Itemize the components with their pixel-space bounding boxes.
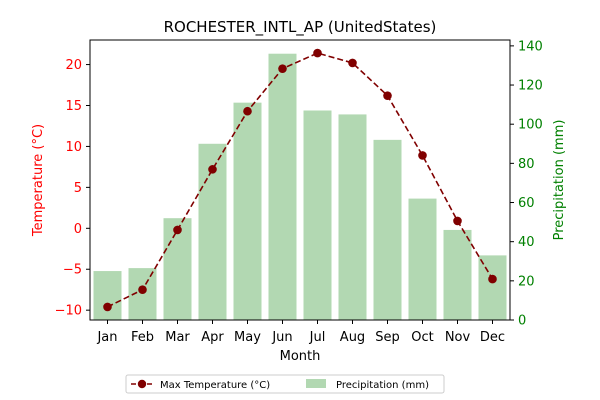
month-tick-label: Jun xyxy=(271,330,292,345)
precipitation-bar-jun xyxy=(268,53,297,320)
month-tick-label: Nov xyxy=(445,330,471,345)
temperature-tick-label: 15 xyxy=(65,99,82,114)
precipitation-bar-jul xyxy=(303,110,332,321)
month-tick-label: May xyxy=(234,330,261,345)
precipitation-tick-label: 80 xyxy=(518,157,535,172)
temperature-tick-label: 20 xyxy=(65,58,82,73)
precipitation-tick-label: 60 xyxy=(518,196,535,211)
plot-frame xyxy=(89,39,511,321)
temperature-point-jan xyxy=(103,302,112,312)
month-tick-label: Jul xyxy=(309,330,326,345)
month-tick-label: Sep xyxy=(375,330,400,345)
month-tick-label: Mar xyxy=(165,330,190,345)
precipitation-bars xyxy=(93,53,507,321)
month-axis: Jan Feb Mar Apr May Jun Jul Aug Sep Oct Nov Dec xyxy=(96,320,505,345)
temperature-tick-label: 10 xyxy=(65,140,82,155)
temperature-point-sep xyxy=(383,91,392,100)
temperature-tick-label: −5 xyxy=(63,263,82,278)
month-tick-label: Aug xyxy=(340,330,365,345)
temperature-tick-label: 5 xyxy=(74,181,82,196)
month-tick-label: Apr xyxy=(201,330,224,345)
temperature-axis-label: Temperature (°C) xyxy=(31,124,46,237)
precipitation-tick-label: 120 xyxy=(518,79,543,94)
legend: Max Temperature (°C) Precipitation (mm) xyxy=(125,374,445,394)
temperature-point-may xyxy=(243,106,252,116)
precipitation-bar-mar xyxy=(163,218,192,320)
legend-label-precipitation: Precipitation (mm) xyxy=(336,380,429,391)
temperature-tick-label: −10 xyxy=(55,304,82,319)
temperature-point-mar xyxy=(173,225,182,235)
chart-title: ROCHESTER_INTL_AP (UnitedStates) xyxy=(164,18,437,37)
precipitation-bar-jan xyxy=(93,271,122,320)
month-tick-label: Oct xyxy=(411,330,433,345)
precipitation-axis: 0 20 40 60 80 100 120 140 xyxy=(510,39,543,329)
precipitation-bar-sep xyxy=(373,139,402,320)
month-tick-label: Feb xyxy=(131,330,154,345)
temperature-point-jul xyxy=(313,48,322,58)
temperature-point-dec xyxy=(488,274,497,284)
legend-marker-swatch xyxy=(137,379,147,389)
temperature-point-jun xyxy=(278,64,287,73)
temperature-point-oct xyxy=(418,151,427,160)
precipitation-tick-label: 20 xyxy=(518,274,535,289)
month-tick-label: Dec xyxy=(480,330,505,345)
precipitation-bar-nov xyxy=(443,229,472,320)
precipitation-bar-dec xyxy=(478,255,507,320)
temperature-axis: −10 −5 0 5 10 15 20 xyxy=(55,58,90,319)
precipitation-bar-may xyxy=(233,102,262,320)
x-axis-label: Month xyxy=(280,349,321,364)
temperature-point-feb xyxy=(138,285,147,295)
temperature-line xyxy=(103,48,497,312)
temperature-point-aug xyxy=(348,58,357,68)
temperature-point-apr xyxy=(208,165,217,174)
precipitation-tick-label: 140 xyxy=(518,39,543,54)
temperature-series-line xyxy=(107,52,494,308)
temperature-point-nov xyxy=(453,216,462,226)
legend-bar-swatch xyxy=(306,379,326,388)
precipitation-tick-label: 100 xyxy=(518,118,543,133)
legend-box xyxy=(125,374,445,394)
temperature-tick-label: 0 xyxy=(74,222,82,237)
precipitation-axis-label: Precipitation (mm) xyxy=(552,120,567,241)
legend-label-temperature: Max Temperature (°C) xyxy=(160,380,270,391)
precipitation-bar-oct xyxy=(408,198,437,320)
month-tick-label: Jan xyxy=(96,330,117,345)
precipitation-tick-label: 40 xyxy=(518,235,535,250)
precipitation-bar-aug xyxy=(338,114,367,320)
precipitation-tick-label: 0 xyxy=(518,314,526,329)
